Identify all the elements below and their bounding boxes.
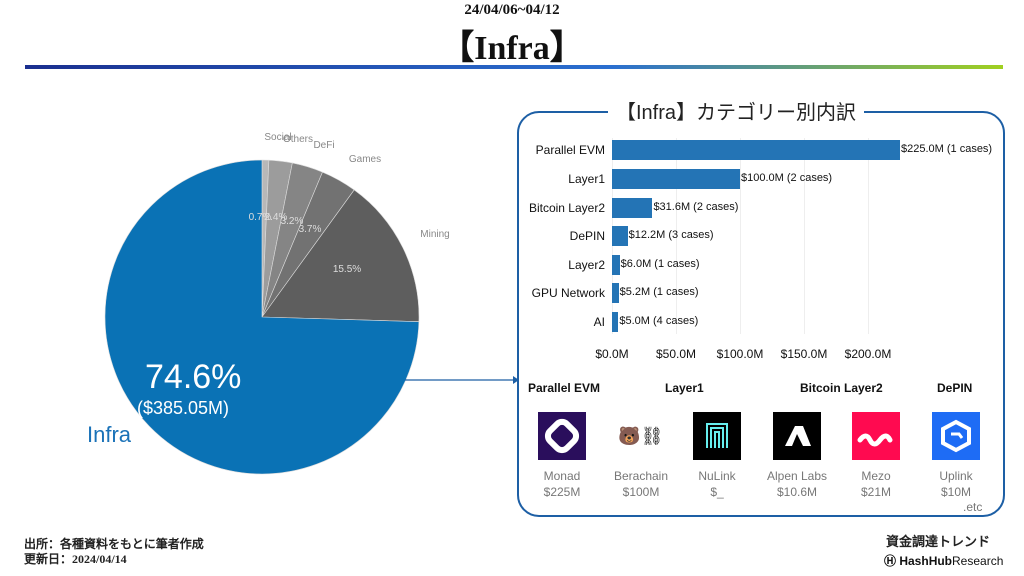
- pie-label: Others: [283, 134, 313, 145]
- project-name: Uplink: [939, 469, 973, 483]
- pie-percent-label: 0.7%: [249, 212, 272, 223]
- brand-title: 資金調達トレンド: [886, 534, 991, 549]
- brand-name: HashHub: [899, 554, 953, 568]
- project-name: Alpen Labs: [766, 469, 828, 483]
- infra-amount: ($385.05M): [137, 398, 230, 418]
- project-category: DePIN: [937, 381, 973, 395]
- bar-value-label: $6.0M (1 cases): [620, 258, 700, 270]
- mezo-logo-icon: [852, 412, 900, 460]
- title-divider: [25, 65, 1003, 69]
- date-range: 24/04/06~04/12: [464, 2, 560, 18]
- pie-percent-label: 3.7%: [299, 224, 322, 235]
- bar-value-label: $5.2M (1 cases): [619, 286, 699, 298]
- pie-chart: Social 0.7% Others 2.4% DeFi 3.2% Games 3.7% Min…: [104, 132, 450, 475]
- project-name: Berachain: [613, 469, 669, 483]
- gridline: [868, 138, 869, 334]
- category-label: DePIN: [569, 229, 605, 243]
- pie-percent-label: 15.5%: [333, 264, 361, 275]
- project-amount: $100M: [622, 485, 660, 499]
- x-tick-label: $100.0M: [716, 347, 764, 361]
- bar-value-label: $5.0M (4 cases): [619, 315, 699, 327]
- category-label: AI: [593, 315, 605, 329]
- pie-label: Social: [264, 132, 291, 143]
- panel-title: 【Infra】カテゴリー別内訳: [608, 96, 865, 125]
- x-tick-label: $150.0M: [780, 347, 828, 361]
- gridline: [676, 138, 677, 334]
- nulink-logo-icon: [693, 412, 741, 460]
- alpen-labs-logo-icon: [773, 412, 821, 460]
- bar-value-label: $31.6M (2 cases): [653, 201, 739, 213]
- pie-slice-mining: [261, 189, 420, 322]
- pie-slice-infra: [104, 159, 420, 475]
- uplink-logo-icon: [932, 412, 980, 460]
- brand-logo: Ⓗ HashHubResearch: [884, 554, 1004, 568]
- bar: [612, 140, 900, 160]
- bar: [612, 198, 653, 218]
- berachain-logo-icon: 🐻⛓: [617, 412, 665, 460]
- project-amount: $10.6M: [776, 485, 818, 499]
- category-label: Bitcoin Layer2: [528, 201, 605, 215]
- connector-arrow: [405, 376, 519, 384]
- x-tick-label: $50.0M: [655, 347, 697, 361]
- x-tick-label: $200.0M: [844, 347, 892, 361]
- category-label: Layer1: [568, 172, 605, 186]
- infra-label: Infra: [87, 422, 132, 447]
- infra-percent: 74.6%: [145, 358, 242, 396]
- etc-note: .etc: [963, 500, 983, 514]
- category-label: GPU Network: [531, 286, 605, 300]
- project-category: Bitcoin Layer2: [800, 381, 883, 395]
- project-name: Mezo: [861, 469, 891, 483]
- brand-suffix: Research: [952, 554, 1004, 568]
- bar: [612, 255, 620, 275]
- category-label: Layer2: [568, 258, 605, 272]
- gridline: [804, 138, 805, 334]
- category-label: Parallel EVM: [535, 143, 605, 157]
- bar: [612, 312, 619, 332]
- bar: [612, 169, 740, 189]
- gridline: [740, 138, 741, 334]
- bar-value-label: $225.0M (1 cases): [901, 143, 993, 155]
- pie-percent-label: 2.4%: [265, 212, 288, 223]
- project-category: Parallel EVM: [528, 381, 601, 395]
- bar: [612, 226, 628, 246]
- bar: [612, 283, 619, 303]
- page-title: 【Infra】: [440, 30, 584, 67]
- project-category: Layer1: [665, 381, 704, 395]
- x-tick-label: $0.0M: [595, 347, 629, 361]
- project-amount: $_: [710, 485, 724, 499]
- updated-date: 更新日：2024/04/14: [24, 552, 127, 566]
- bar-value-label: $100.0M (2 cases): [741, 172, 833, 184]
- pie-percent-label: 3.2%: [281, 216, 304, 227]
- project-name: NuLink: [698, 469, 736, 483]
- project-amount: $21M: [860, 485, 892, 499]
- source-note: 出所：各種資料をもとに筆者作成: [24, 537, 204, 551]
- project-amount: $10M: [940, 485, 972, 499]
- project-amount: $225M: [543, 485, 581, 499]
- pie-label: Games: [349, 154, 381, 165]
- pie-label: Mining: [420, 229, 449, 240]
- project-name: Monad: [543, 469, 581, 483]
- bar-value-label: $12.2M (3 cases): [628, 229, 714, 241]
- pie-label: DeFi: [313, 140, 334, 151]
- monad-logo-icon: [538, 412, 586, 460]
